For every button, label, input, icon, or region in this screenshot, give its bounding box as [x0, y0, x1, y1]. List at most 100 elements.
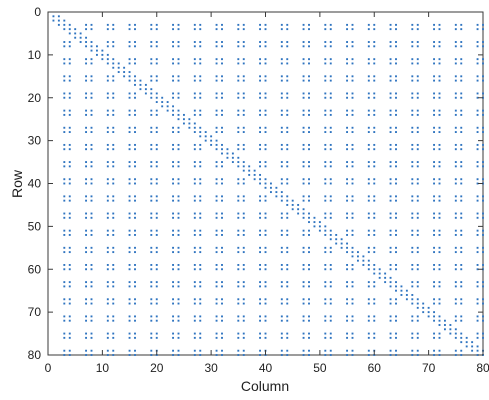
data-point — [172, 199, 175, 202]
data-point — [367, 178, 370, 181]
data-point — [411, 178, 414, 181]
data-point — [63, 178, 66, 181]
data-point — [411, 92, 414, 95]
data-point — [351, 28, 354, 31]
data-point — [150, 212, 153, 215]
data-point — [199, 58, 202, 61]
data-point — [324, 28, 327, 31]
data-point — [106, 161, 109, 164]
data-point — [351, 281, 354, 284]
data-point — [106, 319, 109, 322]
data-point — [411, 216, 414, 219]
data-point — [482, 126, 484, 129]
data-point — [460, 96, 463, 99]
data-point — [106, 251, 109, 254]
data-point — [416, 178, 419, 181]
data-point — [346, 79, 349, 82]
data-point — [68, 41, 71, 43]
data-point — [351, 234, 354, 236]
data-point — [155, 75, 158, 78]
data-point — [226, 152, 229, 155]
data-point — [199, 143, 202, 146]
data-point — [128, 216, 131, 219]
data-point — [264, 109, 267, 112]
data-point — [422, 306, 425, 309]
data-point — [324, 302, 327, 305]
data-point — [389, 148, 392, 151]
data-point — [128, 285, 131, 288]
data-point — [68, 58, 71, 61]
data-point — [134, 302, 136, 305]
data-point — [101, 49, 104, 52]
data-point — [177, 182, 180, 185]
data-point — [367, 161, 370, 164]
data-point — [150, 165, 153, 168]
data-point — [346, 264, 349, 266]
data-point — [128, 113, 131, 116]
data-point — [215, 195, 218, 198]
data-point — [389, 319, 392, 322]
data-point — [454, 212, 457, 215]
data-point — [112, 178, 115, 181]
data-point — [85, 79, 88, 82]
data-point — [193, 28, 196, 31]
data-point — [460, 246, 463, 249]
data-point — [302, 264, 305, 266]
data-point — [438, 285, 441, 288]
data-point — [329, 182, 332, 185]
data-point — [351, 349, 354, 352]
data-point — [85, 126, 88, 129]
data-point — [302, 336, 305, 339]
data-point — [172, 234, 175, 236]
data-point — [324, 354, 327, 356]
data-point — [90, 246, 93, 249]
data-point — [106, 298, 109, 301]
data-point — [68, 113, 71, 116]
data-point — [177, 285, 180, 288]
data-point — [106, 62, 109, 65]
data-point — [177, 302, 180, 305]
data-point — [367, 212, 370, 215]
data-point — [259, 109, 262, 112]
data-point — [68, 281, 71, 284]
data-point — [112, 319, 115, 322]
data-point — [128, 75, 131, 78]
data-point — [172, 148, 175, 151]
data-point — [177, 58, 180, 61]
data-point — [384, 276, 387, 279]
data-point — [389, 336, 392, 339]
data-point — [454, 28, 457, 31]
data-point — [150, 349, 153, 352]
data-point — [329, 62, 332, 65]
data-point — [150, 195, 153, 198]
data-point — [128, 234, 131, 236]
data-point — [302, 216, 305, 219]
data-point — [373, 96, 376, 99]
data-point — [454, 75, 457, 78]
data-point — [482, 79, 484, 82]
data-point — [427, 306, 430, 309]
data-point — [112, 216, 115, 219]
data-point — [329, 251, 332, 254]
data-point — [433, 336, 436, 339]
data-point — [85, 212, 88, 215]
data-point — [128, 332, 131, 335]
data-point — [367, 92, 370, 95]
data-point — [134, 58, 136, 61]
data-point — [308, 41, 310, 43]
data-point — [346, 92, 349, 95]
data-point — [329, 336, 332, 339]
data-point — [324, 336, 327, 339]
data-point — [476, 131, 479, 133]
data-point — [264, 79, 267, 82]
data-point — [280, 349, 283, 352]
data-point — [351, 62, 354, 65]
data-point — [286, 23, 289, 26]
data-point — [90, 131, 93, 133]
data-point — [476, 96, 479, 99]
data-point — [134, 75, 136, 78]
data-point — [193, 161, 196, 164]
data-point — [395, 289, 397, 292]
data-point — [482, 246, 484, 249]
